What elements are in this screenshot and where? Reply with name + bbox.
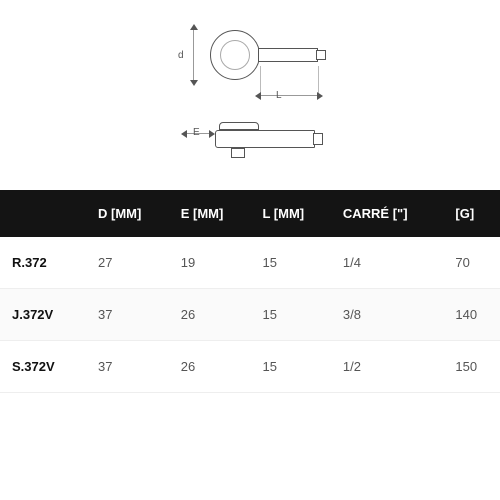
cell-ref: R.372 xyxy=(0,237,90,289)
schematic-side-view xyxy=(195,118,330,173)
cell-d: 37 xyxy=(90,341,173,393)
table-row: J.372V 37 26 15 3/8 140 xyxy=(0,289,500,341)
cell-e: 26 xyxy=(173,341,255,393)
cell-g: 70 xyxy=(447,237,500,289)
cell-l: 15 xyxy=(254,237,334,289)
table-row: R.372 27 19 15 1/4 70 xyxy=(0,237,500,289)
cell-carre: 1/2 xyxy=(335,341,448,393)
dim-line-l xyxy=(260,95,318,96)
dim-label-l: L xyxy=(276,90,282,101)
cell-d: 37 xyxy=(90,289,173,341)
col-l: L [MM] xyxy=(254,190,334,237)
spec-table: D [MM] E [MM] L [MM] CARRÉ ["] [G] R.372… xyxy=(0,190,500,393)
col-g: [G] xyxy=(447,190,500,237)
table-header-row: D [MM] E [MM] L [MM] CARRÉ ["] [G] xyxy=(0,190,500,237)
cell-g: 150 xyxy=(447,341,500,393)
table-row: S.372V 37 26 15 1/2 150 xyxy=(0,341,500,393)
arrow-right-icon xyxy=(317,92,323,100)
arrow-left-icon xyxy=(181,130,187,138)
cell-e: 26 xyxy=(173,289,255,341)
col-ref xyxy=(0,190,90,237)
cell-g: 140 xyxy=(447,289,500,341)
cell-d: 27 xyxy=(90,237,173,289)
col-e: E [MM] xyxy=(173,190,255,237)
dim-label-d: d xyxy=(178,50,184,61)
col-carre: CARRÉ ["] xyxy=(335,190,448,237)
cell-e: 19 xyxy=(173,237,255,289)
cell-l: 15 xyxy=(254,289,334,341)
cell-ref: J.372V xyxy=(0,289,90,341)
arrow-left-icon xyxy=(255,92,261,100)
cell-ref: S.372V xyxy=(0,341,90,393)
technical-diagram: d L E xyxy=(0,0,500,190)
cell-l: 15 xyxy=(254,341,334,393)
cell-carre: 1/4 xyxy=(335,237,448,289)
col-d: D [MM] xyxy=(90,190,173,237)
cell-carre: 3/8 xyxy=(335,289,448,341)
